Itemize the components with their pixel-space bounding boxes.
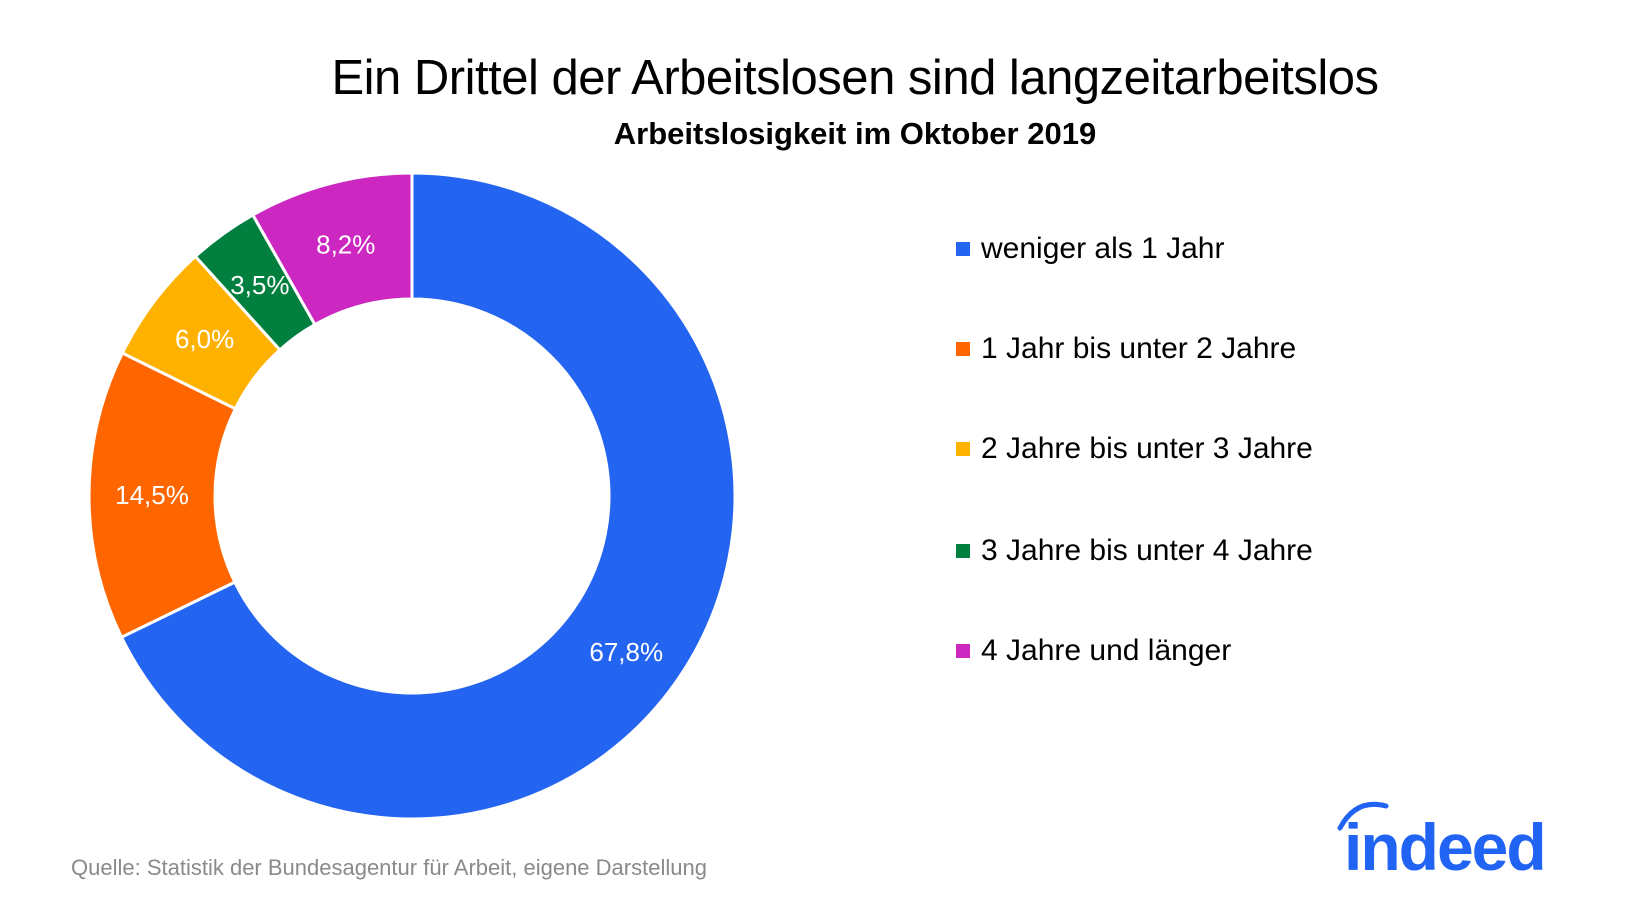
legend-item: weniger als 1 Jahr — [956, 232, 1224, 266]
data-label-4: 3,5% — [230, 270, 289, 300]
legend-swatch — [956, 544, 970, 558]
legend-label: weniger als 1 Jahr — [981, 232, 1225, 265]
donut-chart: 67,8% 14,5% 6,0% 3,5% 8,2% — [87, 171, 737, 821]
legend-label: 3 Jahre bis unter 4 Jahre — [981, 534, 1313, 567]
donut-slice-1 — [119, 171, 737, 821]
legend-item: 3 Jahre bis unter 4 Jahre — [956, 534, 1313, 568]
legend-label: 2 Jahre bis unter 3 Jahre — [981, 432, 1313, 465]
donut-slice-5 — [250, 171, 414, 327]
legend-label: 1 Jahr bis unter 2 Jahre — [981, 332, 1297, 365]
legend-swatch — [956, 442, 970, 456]
source-note: Quelle: Statistik der Bundesagentur für … — [71, 855, 707, 880]
chart-subtitle: Arbeitslosigkeit im Oktober 2019 — [613, 116, 1097, 151]
data-label-1: 67,8% — [589, 637, 663, 667]
svg-text:indeed: indeed — [1344, 810, 1545, 880]
data-label-2: 14,5% — [115, 480, 189, 510]
legend-item: 2 Jahre bis unter 3 Jahre — [956, 432, 1313, 466]
data-label-5: 8,2% — [316, 230, 375, 260]
legend-item: 4 Jahre und länger — [956, 634, 1231, 668]
legend-swatch — [956, 342, 970, 356]
legend-label: 4 Jahre und länger — [981, 634, 1232, 667]
chart-title: Ein Drittel der Arbeitslosen sind langze… — [331, 51, 1379, 105]
legend-swatch — [956, 644, 970, 658]
legend-item: 1 Jahr bis unter 2 Jahre — [956, 332, 1296, 366]
data-label-3: 6,0% — [175, 324, 234, 354]
legend-swatch — [956, 242, 970, 256]
indeed-logo: indeed — [1336, 800, 1556, 885]
